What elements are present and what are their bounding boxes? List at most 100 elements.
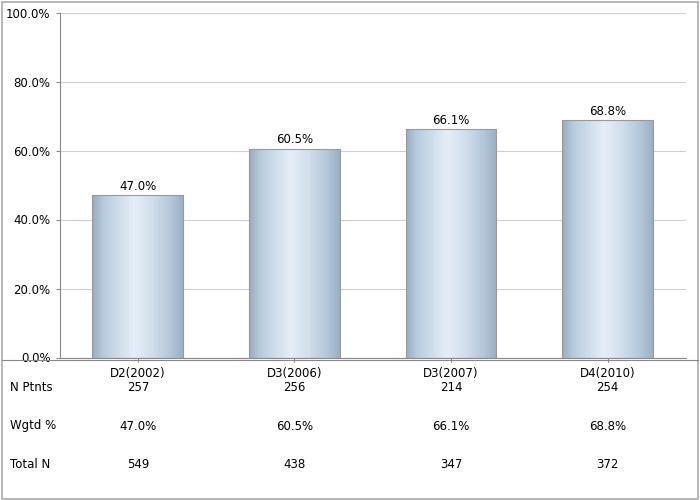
Text: 549: 549 (127, 458, 149, 470)
Bar (146, 196, 147, 358)
Bar (135, 196, 136, 358)
Bar (317, 149, 318, 358)
Bar (300, 149, 302, 358)
Text: 372: 372 (596, 458, 619, 470)
Bar (249, 149, 251, 358)
Bar (445, 130, 447, 358)
Bar (629, 120, 631, 358)
Bar (578, 120, 579, 358)
Bar (307, 149, 308, 358)
Bar (257, 149, 258, 358)
Bar (623, 120, 624, 358)
Bar (605, 120, 606, 358)
Bar (144, 196, 146, 358)
Bar (627, 120, 629, 358)
Bar (635, 120, 636, 358)
Text: Wgtd %: Wgtd % (10, 420, 57, 432)
Bar (122, 196, 124, 358)
Bar (171, 196, 173, 358)
Bar (147, 196, 148, 358)
Bar (442, 130, 444, 358)
Bar (262, 149, 264, 358)
Bar (136, 196, 138, 358)
Bar (331, 149, 332, 358)
Bar (99, 196, 100, 358)
Bar (329, 149, 331, 358)
Bar (167, 196, 168, 358)
Bar (405, 130, 407, 358)
Text: 47.0%: 47.0% (119, 420, 156, 432)
Bar (567, 120, 568, 358)
Bar (596, 120, 597, 358)
Bar (428, 130, 430, 358)
Bar (139, 196, 141, 358)
Bar (97, 196, 99, 358)
Bar (104, 196, 106, 358)
Bar (153, 196, 155, 358)
Bar (492, 130, 493, 358)
Bar (419, 130, 421, 358)
Bar (439, 130, 440, 358)
Bar (276, 149, 278, 358)
Bar (615, 120, 617, 358)
Text: 254: 254 (596, 381, 619, 394)
Bar (594, 120, 596, 358)
Bar (158, 196, 159, 358)
Bar (113, 196, 115, 358)
Text: 66.1%: 66.1% (433, 420, 470, 432)
Bar (603, 120, 605, 358)
Bar (252, 149, 253, 358)
Bar (412, 130, 413, 358)
Bar (121, 196, 122, 358)
Bar (95, 196, 97, 358)
Bar (299, 149, 300, 358)
Bar (260, 149, 261, 358)
Bar (92, 196, 183, 358)
Text: 68.8%: 68.8% (589, 420, 626, 432)
Bar (281, 149, 282, 358)
Bar (562, 120, 564, 358)
Bar (249, 149, 340, 358)
Bar (644, 120, 645, 358)
Bar (575, 120, 576, 358)
Bar (566, 120, 567, 358)
Bar (279, 149, 281, 358)
Bar (622, 120, 623, 358)
Bar (424, 130, 426, 358)
Bar (407, 130, 409, 358)
Bar (293, 149, 295, 358)
Bar (444, 130, 445, 358)
Bar (111, 196, 112, 358)
Bar (601, 120, 603, 358)
Bar (151, 196, 153, 358)
Bar (636, 120, 638, 358)
Bar (168, 196, 169, 358)
Bar (266, 149, 267, 358)
Bar (608, 120, 609, 358)
Bar (612, 120, 614, 358)
Bar (645, 120, 647, 358)
Bar (587, 120, 588, 358)
Bar (127, 196, 129, 358)
Bar (284, 149, 286, 358)
Bar (454, 130, 456, 358)
Bar (124, 196, 126, 358)
Bar (334, 149, 335, 358)
Bar (112, 196, 113, 358)
Bar (626, 120, 627, 358)
Bar (176, 196, 177, 358)
Bar (409, 130, 410, 358)
Bar (584, 120, 585, 358)
Bar (272, 149, 273, 358)
Bar (468, 130, 469, 358)
Bar (325, 149, 326, 358)
Bar (255, 149, 257, 358)
Bar (474, 130, 475, 358)
Bar (126, 196, 127, 358)
Bar (609, 120, 610, 358)
Bar (617, 120, 618, 358)
Bar (489, 130, 491, 358)
Bar (465, 130, 466, 358)
Bar (598, 120, 600, 358)
Bar (482, 130, 483, 358)
